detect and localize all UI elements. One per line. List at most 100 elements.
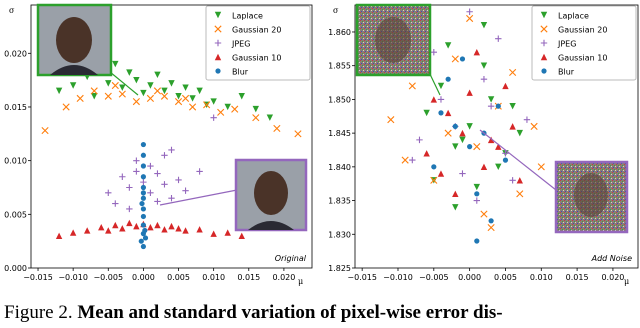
x-tick-label: −0.010: [58, 273, 88, 282]
caption: Figure 2. Mean and standard variation of…: [4, 302, 503, 323]
point: [438, 110, 444, 116]
point: [147, 82, 154, 89]
point: [473, 49, 480, 56]
point: [231, 105, 239, 113]
point: [488, 218, 494, 224]
point: [126, 219, 133, 227]
y-tick-label: 1.850: [328, 95, 351, 104]
point: [126, 184, 133, 191]
point: [105, 227, 112, 234]
point: [140, 163, 146, 169]
point: [140, 184, 146, 191]
plot-original: −0.015 −0.010 −0.005 0.000 0.005 0.010 0.015 0.…: [4, 4, 313, 286]
point: [466, 89, 473, 96]
point: [387, 116, 395, 124]
point: [182, 227, 189, 234]
point: [444, 42, 452, 49]
point: [452, 143, 459, 150]
point: [133, 76, 140, 84]
y-tick-label: 0.005: [4, 210, 27, 219]
point: [76, 94, 84, 102]
point: [140, 206, 146, 212]
thumbnail-noise-jpeg: [479, 129, 629, 234]
point: [140, 222, 146, 228]
legend-label: Blur: [558, 68, 575, 77]
point: [188, 103, 197, 111]
point: [105, 189, 112, 197]
point: [459, 129, 466, 137]
point: [473, 197, 480, 204]
point: [154, 198, 161, 205]
point: [509, 102, 516, 110]
legend-label: JPEG: [231, 40, 250, 49]
point: [401, 156, 409, 164]
point: [168, 80, 175, 87]
point: [480, 75, 488, 83]
legend-box: [205, 5, 311, 81]
point: [452, 204, 459, 211]
point: [154, 71, 161, 78]
point: [409, 156, 416, 164]
caption-label: Figure 2.: [4, 302, 73, 323]
y-axis-label: σ: [333, 6, 339, 15]
point: [119, 84, 126, 91]
point: [111, 81, 119, 90]
y-tick-label: 1.855: [328, 62, 351, 71]
point: [175, 225, 182, 232]
plot-frame: [354, 4, 639, 269]
x-tick-label: 0.000: [458, 273, 481, 282]
point: [473, 143, 481, 151]
point: [203, 101, 211, 109]
point: [90, 87, 98, 95]
point: [273, 124, 281, 133]
y-axis-label: σ: [9, 6, 15, 15]
point: [174, 98, 183, 106]
x-axis-label: μ: [298, 277, 303, 286]
legend-label: Gaussian 10: [232, 54, 281, 63]
legend-label: Gaussian 20: [558, 26, 607, 35]
point: [466, 123, 473, 130]
point: [474, 191, 480, 197]
point: [147, 189, 154, 197]
point: [168, 222, 175, 230]
point: [210, 114, 217, 121]
point: [487, 102, 495, 110]
point: [153, 87, 162, 95]
point: [142, 235, 149, 241]
point: [502, 157, 509, 163]
point: [495, 35, 502, 42]
point: [161, 226, 168, 233]
point: [466, 8, 473, 15]
point: [175, 93, 182, 100]
x-tick-label: 0.015: [566, 273, 589, 282]
point: [466, 14, 474, 23]
point: [217, 108, 225, 116]
legend-marker: [214, 11, 222, 19]
point: [140, 178, 147, 186]
x-tick-label: −0.015: [23, 273, 53, 282]
point: [430, 96, 438, 103]
x-tick-label: −0.005: [93, 273, 123, 282]
legend-label: JPEG: [557, 40, 576, 49]
point: [119, 225, 126, 232]
point: [480, 22, 488, 29]
point: [430, 176, 438, 184]
plot-frame: [30, 4, 313, 269]
point: [516, 177, 523, 184]
point: [118, 90, 126, 98]
point: [175, 176, 182, 184]
y-tick-label: 0.015: [4, 103, 27, 112]
point: [210, 230, 217, 237]
point: [467, 144, 473, 150]
point: [126, 205, 133, 213]
point: [210, 98, 217, 105]
y-tick-label: 0.010: [4, 157, 27, 166]
point: [474, 238, 480, 244]
point: [495, 163, 502, 171]
legend-marker: [540, 25, 548, 33]
point: [452, 190, 459, 198]
annotation: Original: [275, 254, 307, 263]
thumbnail-original-laplace: [36, 3, 139, 96]
